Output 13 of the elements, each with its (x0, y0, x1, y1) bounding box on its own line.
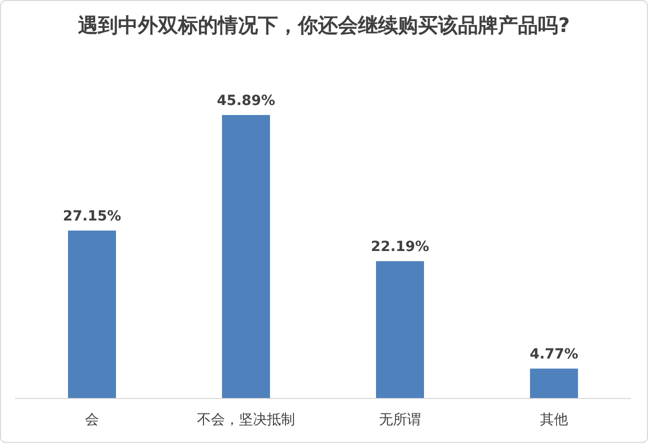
x-tick-label: 无所谓 (379, 412, 421, 428)
x-tick-label: 其他 (540, 412, 568, 428)
bar (530, 368, 578, 398)
data-label: 27.15% (62, 208, 122, 225)
bar (376, 261, 424, 398)
data-label: 22.19% (370, 239, 430, 256)
bar (68, 230, 116, 398)
data-label: 45.89% (216, 93, 276, 109)
x-tick-label: 不会，坚决抵制 (197, 412, 295, 428)
bar (222, 115, 270, 398)
chart-title: 遇到中外双标的情况下，你还会继续购买该品牌产品吗? (77, 12, 571, 39)
x-tick-label: 会 (85, 412, 99, 428)
data-label: 4.77% (530, 346, 578, 363)
